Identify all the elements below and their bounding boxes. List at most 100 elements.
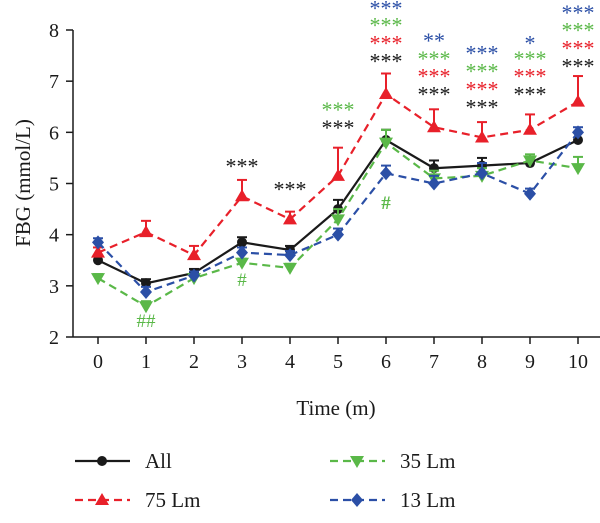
- star-annotation: ***: [418, 46, 451, 71]
- legend-entry: All: [75, 449, 172, 473]
- data-point: [476, 166, 488, 181]
- star-annotation: ***: [370, 48, 403, 73]
- data-point: [427, 120, 441, 133]
- star-annotation: ***: [562, 53, 595, 78]
- data-point: [139, 301, 153, 314]
- legend: All 75 Lm 35 Lm 13 Lm: [75, 449, 455, 512]
- x-tick-label: 7: [429, 351, 439, 373]
- star-annotation: ***: [514, 46, 547, 71]
- star-annotation: ***: [466, 41, 499, 66]
- legend-marker: [97, 456, 107, 466]
- hash-annotation: ##: [137, 311, 157, 332]
- star-annotation: ***: [370, 30, 403, 55]
- y-tick-label: 2: [49, 327, 59, 349]
- series-layer: [91, 72, 585, 314]
- data-point: [188, 268, 200, 283]
- data-point: [475, 130, 489, 143]
- x-tick-label: 5: [333, 351, 343, 373]
- data-point: [187, 248, 201, 261]
- legend-label: 75 Lm: [145, 488, 200, 512]
- star-annotation: **: [423, 28, 445, 53]
- star-annotation: ***: [322, 97, 355, 122]
- legend-label: 35 Lm: [400, 449, 455, 473]
- data-point: [140, 284, 152, 299]
- legend-entry: 13 Lm: [330, 488, 455, 512]
- data-point: [524, 186, 536, 201]
- star-annotation: ***: [466, 77, 499, 102]
- x-tick-label: 10: [568, 351, 588, 373]
- data-point: [428, 176, 440, 191]
- data-point: [237, 237, 247, 248]
- star-annotation: ***: [274, 176, 307, 201]
- x-tick-label: 4: [285, 351, 295, 373]
- data-point: [283, 212, 297, 225]
- legend-entry: 75 Lm: [75, 488, 200, 512]
- data-point: [91, 273, 105, 286]
- legend-label: All: [145, 449, 172, 473]
- data-point: [331, 214, 345, 227]
- data-point: [91, 245, 105, 258]
- data-point: [523, 122, 537, 135]
- data-point: [573, 135, 583, 146]
- data-point: [235, 189, 249, 202]
- data-point: [284, 248, 296, 263]
- x-tick-label: 3: [237, 351, 247, 373]
- legend-entry: 35 Lm: [330, 449, 455, 473]
- data-point: [572, 125, 584, 140]
- data-point: [141, 278, 151, 289]
- data-point: [92, 235, 104, 250]
- series-75-lm: [91, 72, 585, 261]
- legend-marker: [351, 493, 363, 507]
- data-point: [571, 94, 585, 107]
- data-point: [379, 86, 393, 99]
- star-annotation: ***: [370, 0, 403, 21]
- star-annotation: ***: [322, 115, 355, 140]
- x-tick-label: 8: [477, 351, 487, 373]
- star-annotation: ***: [418, 82, 451, 107]
- star-annotation: ***: [418, 64, 451, 89]
- x-tick-label: 2: [189, 351, 199, 373]
- data-point: [523, 155, 537, 168]
- star-annotation: ***: [562, 0, 595, 25]
- series-13-lm: [92, 125, 584, 299]
- legend-marker: [95, 493, 109, 505]
- star-annotation: ***: [514, 64, 547, 89]
- data-point: [332, 227, 344, 242]
- y-axis-label: FBG (mmol/L): [11, 119, 35, 247]
- legend-marker: [350, 456, 364, 468]
- star-annotation: ***: [466, 59, 499, 84]
- x-axis-label: Time (m): [296, 396, 375, 420]
- legend-label: 13 Lm: [400, 488, 455, 512]
- y-tick-label: 6: [49, 122, 59, 144]
- data-point: [139, 225, 153, 238]
- data-point: [236, 245, 248, 260]
- star-annotation: ***: [370, 13, 403, 38]
- data-point: [380, 166, 392, 181]
- x-tick-label: 9: [525, 351, 535, 373]
- hash-annotation: #: [237, 270, 247, 291]
- hash-annotation: #: [381, 193, 391, 214]
- chart-axes: 2 3 4 5 6 7 8 0 1 2 3 4 5 6 7 8 9 10: [49, 20, 600, 373]
- star-annotation: ***: [562, 36, 595, 61]
- y-tick-label: 7: [49, 71, 59, 93]
- data-point: [235, 257, 249, 270]
- y-tick-label: 8: [49, 20, 59, 42]
- x-tick-label: 0: [93, 351, 103, 373]
- data-point: [571, 163, 585, 176]
- x-tick-label: 1: [141, 351, 151, 373]
- y-tick-label: 3: [49, 276, 59, 298]
- data-point: [379, 137, 393, 150]
- data-point: [93, 255, 103, 266]
- star-annotation: ***: [226, 153, 259, 178]
- star-annotation: ***: [466, 94, 499, 119]
- star-annotation: ***: [562, 18, 595, 43]
- y-tick-label: 4: [49, 225, 59, 247]
- data-point: [283, 262, 297, 275]
- star-annotation: *: [525, 30, 536, 55]
- data-point: [331, 168, 345, 181]
- significance-annotations: ###************#************************…: [137, 0, 595, 332]
- star-annotation: ***: [514, 82, 547, 107]
- y-tick-label: 5: [49, 174, 59, 196]
- x-tick-label: 6: [381, 351, 391, 373]
